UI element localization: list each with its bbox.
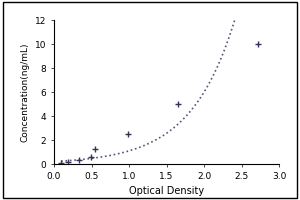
Y-axis label: Concentration(ng/mL): Concentration(ng/mL)	[20, 42, 29, 142]
X-axis label: Optical Density: Optical Density	[129, 186, 204, 196]
